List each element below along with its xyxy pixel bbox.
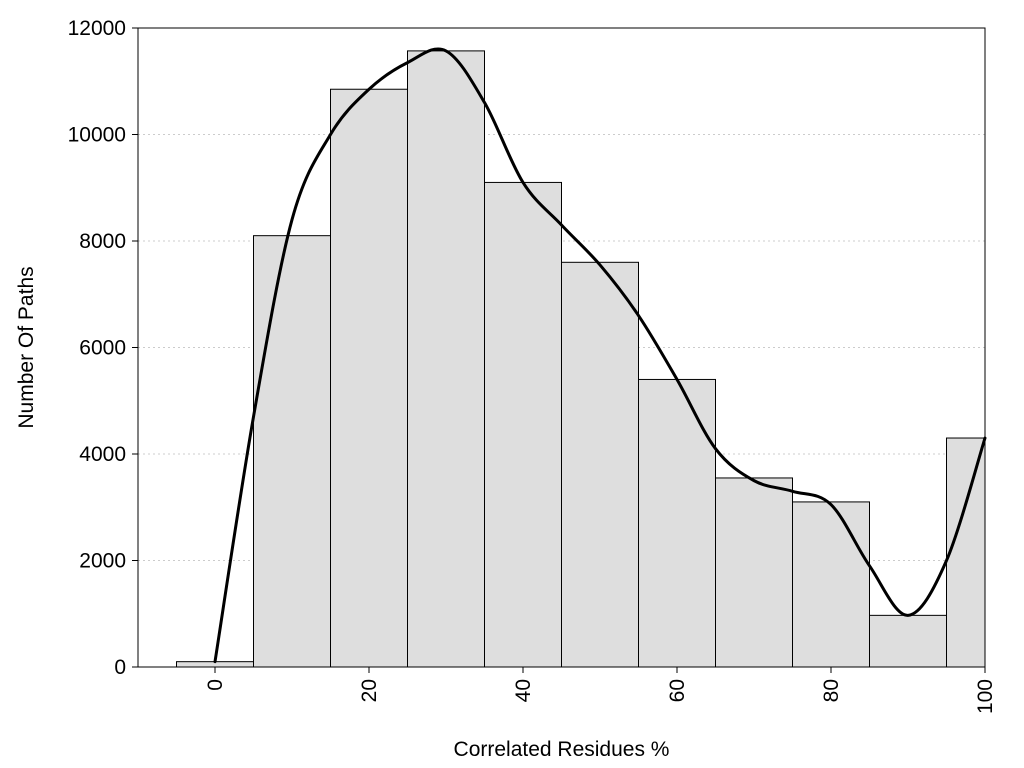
y-tick-label: 8000 (79, 230, 126, 253)
y-tick-label: 10000 (68, 124, 126, 147)
x-tick-label: 60 (666, 679, 689, 702)
y-tick-label: 12000 (68, 17, 126, 40)
y-tick-label: 0 (114, 656, 126, 679)
x-tick-label: 40 (512, 679, 535, 702)
histogram-bar (253, 235, 331, 668)
x-axis-label: Correlated Residues % (454, 738, 670, 761)
density-curve-group (213, 47, 987, 664)
histogram-bar (715, 477, 793, 668)
x-axis-ticks: 0 20 40 60 80 100 (204, 667, 997, 714)
histogram-bar (484, 181, 562, 668)
histogram-bar (869, 614, 947, 668)
y-axis-ticks: 0 2000 4000 6000 8000 10000 12000 (68, 17, 138, 679)
x-tick-label: 0 (204, 679, 227, 691)
x-tick-label: 20 (358, 679, 381, 702)
x-tick-label: 100 (974, 679, 997, 714)
y-tick-label: 4000 (79, 443, 126, 466)
histogram-bar (561, 261, 639, 668)
y-tick-label: 2000 (79, 550, 126, 573)
histogram-bar (407, 50, 485, 668)
histogram-bar (330, 88, 408, 668)
x-tick-label: 80 (820, 679, 843, 702)
histogram-bar (792, 501, 870, 668)
density-curve (213, 47, 987, 664)
histogram-bars (176, 50, 986, 668)
histogram-bar (638, 378, 716, 668)
y-axis-label: Number Of Paths (15, 266, 38, 428)
histogram-bar (946, 437, 986, 668)
y-tick-label: 6000 (79, 337, 126, 360)
